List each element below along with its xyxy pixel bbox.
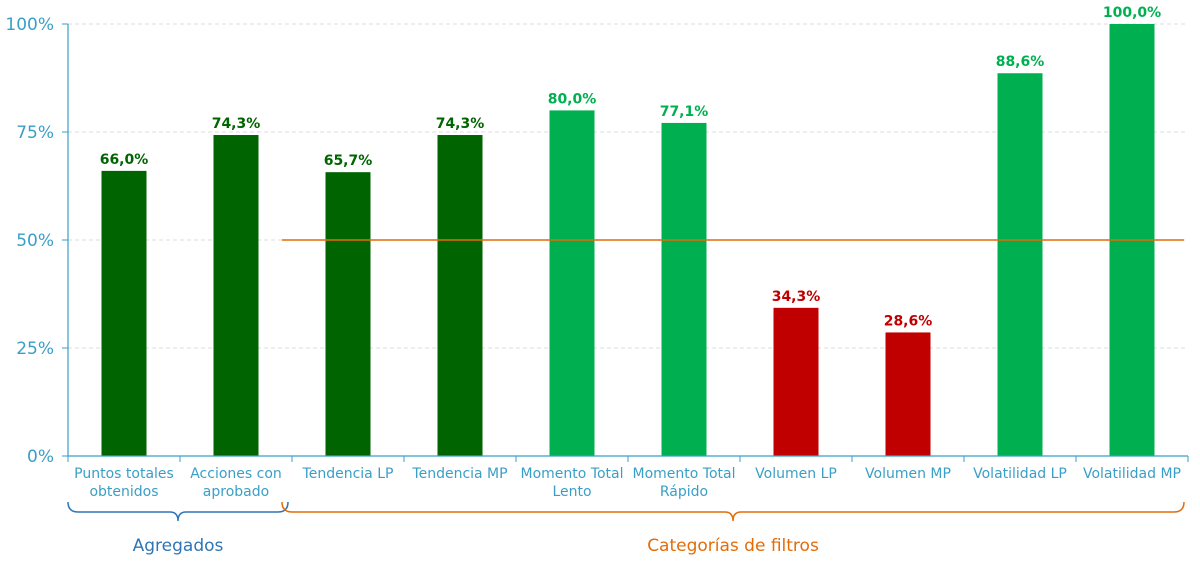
y-tick-label: 100%: [5, 15, 54, 35]
data-label: 88,6%: [996, 54, 1045, 70]
group-label: Categorías de filtros: [647, 536, 819, 556]
data-label: 100,0%: [1103, 5, 1161, 21]
y-tick-label: 25%: [16, 339, 54, 359]
y-axis: 0% 25% 50% 75% 100%: [5, 15, 69, 467]
data-label: 74,3%: [212, 116, 261, 132]
x-tick-label: Momento Total Rápido: [633, 466, 736, 500]
bar: [997, 73, 1043, 457]
bar: [661, 122, 707, 456]
group-label: Agregados: [133, 536, 224, 556]
x-tick-label: Volumen MP: [865, 466, 951, 482]
x-tick-label: Tendencia MP: [411, 466, 507, 482]
bar: [325, 172, 371, 456]
bars: [101, 24, 1155, 457]
data-label: 80,0%: [548, 91, 597, 107]
x-tick-label: Volatilidad MP: [1083, 466, 1181, 482]
x-axis: Puntos totales obtenidos Acciones con aprob…: [67, 455, 1189, 500]
x-tick-label: Volatilidad LP: [973, 466, 1067, 482]
bar: [213, 135, 259, 457]
x-tick-label: Acciones con aprobado: [190, 466, 282, 500]
y-tick-label: 50%: [16, 231, 54, 251]
bar: [773, 307, 819, 456]
y-tick-label: 0%: [27, 447, 54, 467]
data-label: 28,6%: [884, 313, 933, 329]
data-label: 34,3%: [772, 289, 821, 305]
x-tick-label: Tendencia LP: [302, 466, 394, 482]
bar: [549, 110, 595, 457]
bar: [885, 332, 931, 456]
bar: [437, 135, 483, 457]
x-tick-label: Puntos totales obtenidos: [74, 466, 174, 500]
x-tick-label: Momento Total Lento: [521, 466, 624, 500]
bar: [101, 170, 147, 456]
y-tick-label: 75%: [16, 123, 54, 143]
group-brace: [67, 501, 289, 522]
category-groups: Agregados Categorías de filtros: [67, 501, 1185, 556]
data-label: 65,7%: [324, 153, 373, 169]
data-label: 74,3%: [436, 116, 485, 132]
data-labels: 66,0% 74,3% 65,7% 74,3% 80,0% 77,1% 34,3% 28,6%…: [100, 5, 1161, 329]
data-label: 77,1%: [660, 104, 709, 120]
x-tick-label: Volumen LP: [755, 466, 837, 482]
data-label: 66,0%: [100, 152, 149, 168]
group-brace: [281, 501, 1185, 522]
